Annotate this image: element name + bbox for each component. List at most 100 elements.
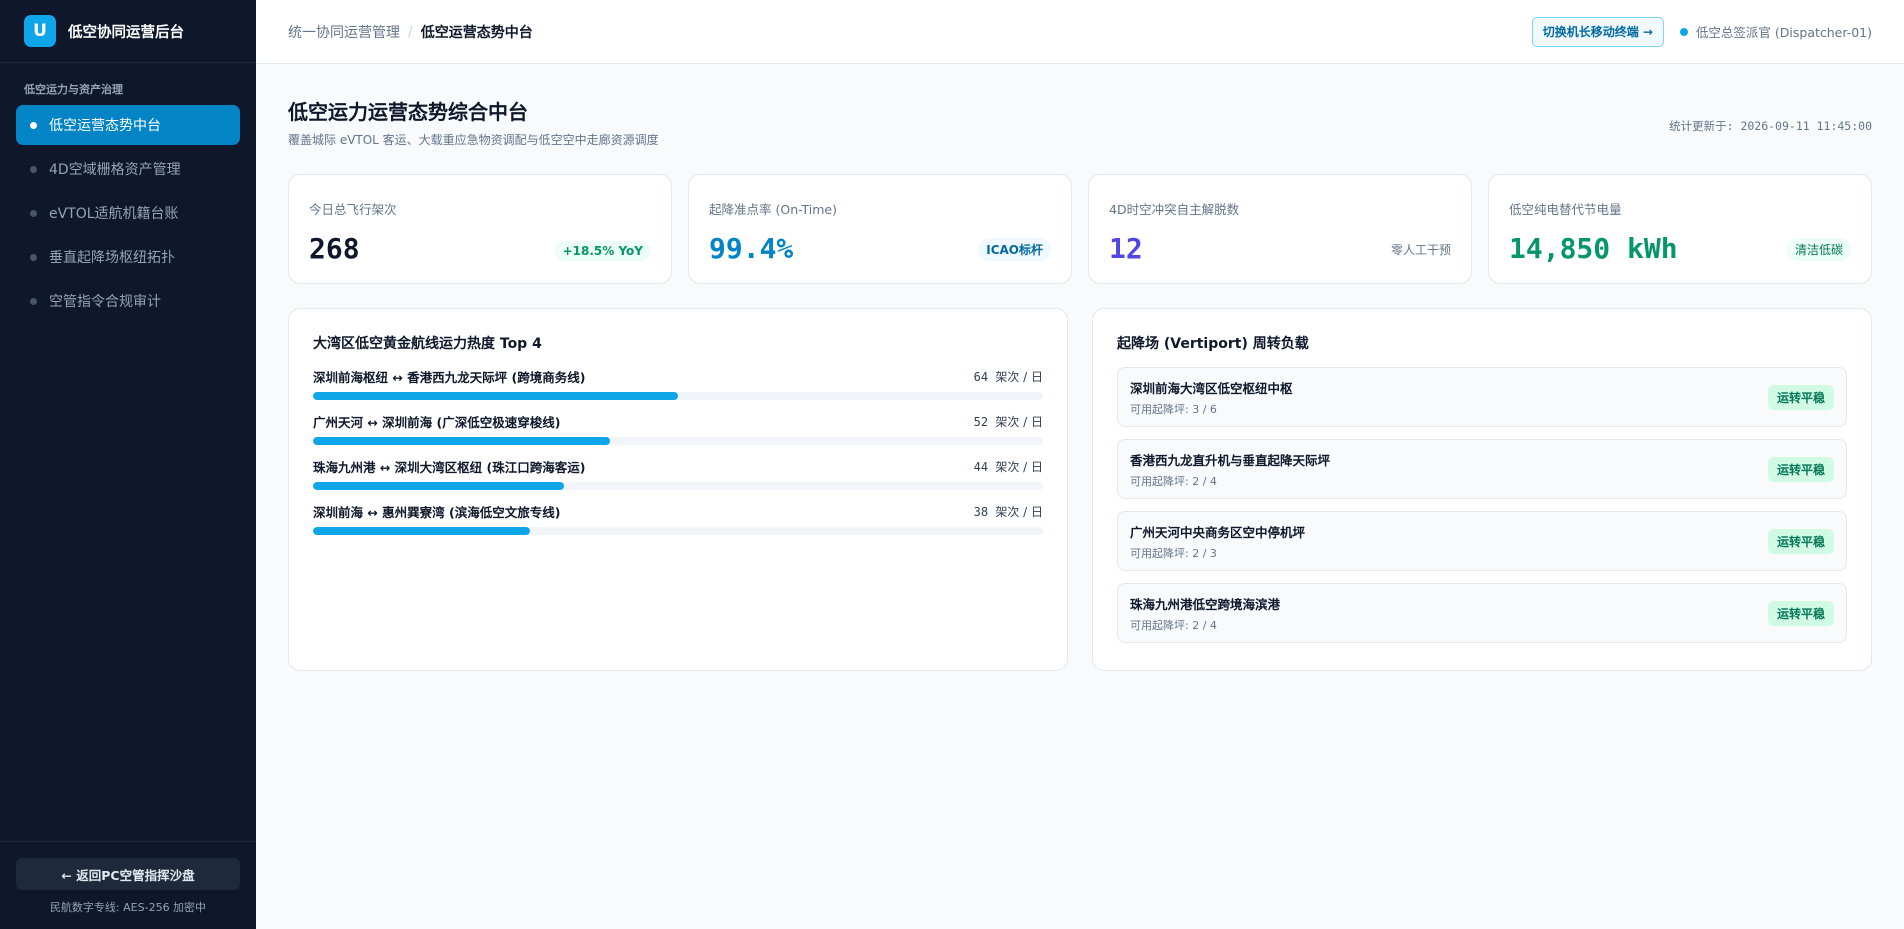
vertiport-list: 深圳前海大湾区低空枢纽中枢 可用起降坪: 3 / 6 运转平稳 香港西九龙直升机… <box>1117 367 1847 643</box>
sidebar-item-label: 垂直起降场枢纽拓扑 <box>49 250 175 266</box>
sidebar-item-label: eVTOL适航机籍台账 <box>49 206 179 222</box>
route-name: 广州天河 ↔ 深圳前海 (广深低空极速穿梭线) <box>313 415 561 430</box>
route-list: 深圳前海枢纽 ↔ 香港西九龙天际坪 (跨境商务线) 64 架次 / 日 广州天河… <box>313 367 1043 535</box>
panels-row: 大湾区低空黄金航线运力热度 Top 4 深圳前海枢纽 ↔ 香港西九龙天际坪 (跨… <box>288 308 1872 671</box>
sidebar-item-label: 空管指令合规审计 <box>49 294 161 310</box>
vertiport-name: 深圳前海大湾区低空枢纽中枢 <box>1130 380 1293 396</box>
kpi-card-ontime: 起降准点率 (On-Time) 99.4% ICAO标杆 <box>688 174 1072 284</box>
vertiport-name: 香港西九龙直升机与垂直起降天际坪 <box>1130 452 1331 468</box>
route-name: 深圳前海 ↔ 惠州巽寮湾 (滨海低空文旅专线) <box>313 505 561 520</box>
nav-section-label: 低空运力与资产治理 <box>24 83 123 96</box>
content: 低空运力运营态势综合中台 覆盖城际 eVTOL 客运、大载重应急物资调配与低空空… <box>256 64 1904 671</box>
topbar: 统一协同运营管理 / 低空运营态势中台 切换机长移动终端 → 低空总签派官 (D… <box>256 0 1904 64</box>
route-unit: 架次 / 日 <box>995 460 1043 474</box>
sidebar-footer: ← 返回PC空管指挥沙盘 民航数字专线: AES-256 加密中 <box>0 841 256 929</box>
sidebar-item-evtol-registry[interactable]: eVTOL适航机籍台账 <box>16 193 240 233</box>
bullet-icon <box>30 253 37 261</box>
sidebar-item-label: 4D空域栅格资产管理 <box>49 162 181 178</box>
route-unit: 架次 / 日 <box>995 370 1043 384</box>
bullet-icon <box>30 209 37 217</box>
route-bar-track <box>313 482 1043 490</box>
route-count: 52 <box>973 415 989 429</box>
topbar-actions: 切换机长移动终端 → 低空总签派官 (Dispatcher-01) <box>1531 16 1872 47</box>
route-item: 深圳前海枢纽 ↔ 香港西九龙天际坪 (跨境商务线) 64 架次 / 日 <box>313 367 1043 400</box>
kpi-value: 14,850 kWh <box>1509 232 1678 265</box>
route-unit: 架次 / 日 <box>995 505 1043 519</box>
status-badge: 运转平稳 <box>1767 384 1834 410</box>
vertiport-pads: 可用起降坪: 2 / 4 <box>1130 474 1217 488</box>
page-header: 低空运力运营态势综合中台 覆盖城际 eVTOL 客运、大载重应急物资调配与低空空… <box>288 96 1872 148</box>
app-logo: U <box>24 15 56 47</box>
kpi-card-conflicts: 4D时空冲突自主解脱数 12 零人工干预 <box>1088 174 1472 284</box>
online-status-icon <box>1679 27 1688 36</box>
route-count: 64 <box>973 370 989 384</box>
breadcrumb-parent[interactable]: 统一协同运营管理 <box>288 24 400 41</box>
route-item: 珠海九州港 ↔ 深圳大湾区枢纽 (珠江口跨海客运) 44 架次 / 日 <box>313 457 1043 490</box>
kpi-value: 99.4% <box>709 232 794 265</box>
status-badge: 运转平稳 <box>1767 600 1834 626</box>
kpi-badge: +18.5% YoY <box>554 241 651 261</box>
sidebar-item-label: 低空运营态势中台 <box>49 118 161 134</box>
sidebar-item-ops-dashboard[interactable]: 低空运营态势中台 <box>16 105 240 145</box>
route-bar-track <box>313 437 1043 445</box>
vertiport-item[interactable]: 深圳前海大湾区低空枢纽中枢 可用起降坪: 3 / 6 运转平稳 <box>1117 367 1847 427</box>
sidebar-item-compliance-audit[interactable]: 空管指令合规审计 <box>16 281 240 321</box>
status-badge: 运转平稳 <box>1767 456 1834 482</box>
back-to-sandbox-button[interactable]: ← 返回PC空管指挥沙盘 <box>16 858 240 890</box>
route-bar <box>313 527 530 535</box>
kpi-badge: 清洁低碳 <box>1786 238 1851 261</box>
vertiport-item[interactable]: 珠海九州港低空跨境海滨港 可用起降坪: 2 / 4 运转平稳 <box>1117 583 1847 643</box>
breadcrumb: 统一协同运营管理 / 低空运营态势中台 <box>288 22 533 42</box>
status-badge: 运转平稳 <box>1767 528 1834 554</box>
route-name: 珠海九州港 ↔ 深圳大湾区枢纽 (珠江口跨海客运) <box>313 460 586 475</box>
route-bar-track <box>313 527 1043 535</box>
main-area: 统一协同运营管理 / 低空运营态势中台 切换机长移动终端 → 低空总签派官 (D… <box>256 0 1904 929</box>
sidebar-nav: 低空运营态势中台 4D空域栅格资产管理 eVTOL适航机籍台账 垂直起降场枢纽拓… <box>0 105 256 321</box>
page-title: 低空运力运营态势综合中台 <box>288 100 528 124</box>
route-value: 64 架次 / 日 <box>974 368 1043 385</box>
route-count: 44 <box>973 460 989 474</box>
routes-panel: 大湾区低空黄金航线运力热度 Top 4 深圳前海枢纽 ↔ 香港西九龙天际坪 (跨… <box>288 308 1068 671</box>
route-value: 44 架次 / 日 <box>974 458 1043 475</box>
user-info: 低空总签派官 (Dispatcher-01) <box>1679 22 1872 41</box>
app-name: 低空协同运营后台 <box>68 24 184 41</box>
route-bar <box>313 482 564 490</box>
route-name: 深圳前海枢纽 ↔ 香港西九龙天际坪 (跨境商务线) <box>313 370 586 385</box>
vertiport-pads: 可用起降坪: 2 / 3 <box>1130 546 1217 560</box>
vertiport-pads: 可用起降坪: 3 / 6 <box>1130 402 1217 416</box>
vertiport-item[interactable]: 香港西九龙直升机与垂直起降天际坪 可用起降坪: 2 / 4 运转平稳 <box>1117 439 1847 499</box>
kpi-row: 今日总飞行架次 268 +18.5% YoY 起降准点率 (On-Time) 9… <box>288 174 1872 284</box>
route-bar <box>313 392 678 400</box>
route-bar-track <box>313 392 1043 400</box>
vertiport-name: 广州天河中央商务区空中停机坪 <box>1130 524 1306 540</box>
route-value: 52 架次 / 日 <box>974 413 1043 430</box>
route-value: 38 架次 / 日 <box>974 503 1043 520</box>
panel-title: 大湾区低空黄金航线运力热度 Top 4 <box>313 336 542 352</box>
kpi-value: 268 <box>309 232 360 265</box>
switch-mobile-terminal-button[interactable]: 切换机长移动终端 → <box>1531 16 1664 47</box>
sidebar: U 低空协同运营后台 低空运力与资产治理 低空运营态势中台 4D空域栅格资产管理… <box>0 0 256 929</box>
panel-title: 起降场 (Vertiport) 周转负载 <box>1117 336 1309 352</box>
kpi-card-flights: 今日总飞行架次 268 +18.5% YoY <box>288 174 672 284</box>
vertiport-item[interactable]: 广州天河中央商务区空中停机坪 可用起降坪: 2 / 3 运转平稳 <box>1117 511 1847 571</box>
route-bar <box>313 437 610 445</box>
route-item: 广州天河 ↔ 深圳前海 (广深低空极速穿梭线) 52 架次 / 日 <box>313 412 1043 445</box>
page-subtitle: 覆盖城际 eVTOL 客运、大载重应急物资调配与低空空中走廊资源调度 <box>288 133 659 147</box>
user-name: 低空总签派官 (Dispatcher-01) <box>1695 25 1872 40</box>
route-count: 38 <box>973 505 989 519</box>
kpi-card-energy: 低空纯电替代节电量 14,850 kWh 清洁低碳 <box>1488 174 1872 284</box>
kpi-label: 今日总飞行架次 <box>309 202 397 217</box>
vertiport-pads: 可用起降坪: 2 / 4 <box>1130 618 1217 632</box>
encryption-note: 民航数字专线: AES-256 加密中 <box>49 901 207 914</box>
sidebar-item-airspace-grid[interactable]: 4D空域栅格资产管理 <box>16 149 240 189</box>
kpi-value: 12 <box>1109 232 1143 265</box>
kpi-label: 起降准点率 (On-Time) <box>709 202 837 217</box>
route-unit: 架次 / 日 <box>995 415 1043 429</box>
sidebar-item-vertiport-topology[interactable]: 垂直起降场枢纽拓扑 <box>16 237 240 277</box>
breadcrumb-current: 低空运营态势中台 <box>420 24 533 41</box>
kpi-badge: ICAO标杆 <box>978 238 1051 261</box>
last-updated: 统计更新于: 2026-09-11 11:45:00 <box>1669 119 1872 133</box>
vertiports-panel: 起降场 (Vertiport) 周转负载 深圳前海大湾区低空枢纽中枢 可用起降坪… <box>1092 308 1872 671</box>
bullet-icon <box>30 121 37 129</box>
vertiport-name: 珠海九州港低空跨境海滨港 <box>1130 596 1281 612</box>
